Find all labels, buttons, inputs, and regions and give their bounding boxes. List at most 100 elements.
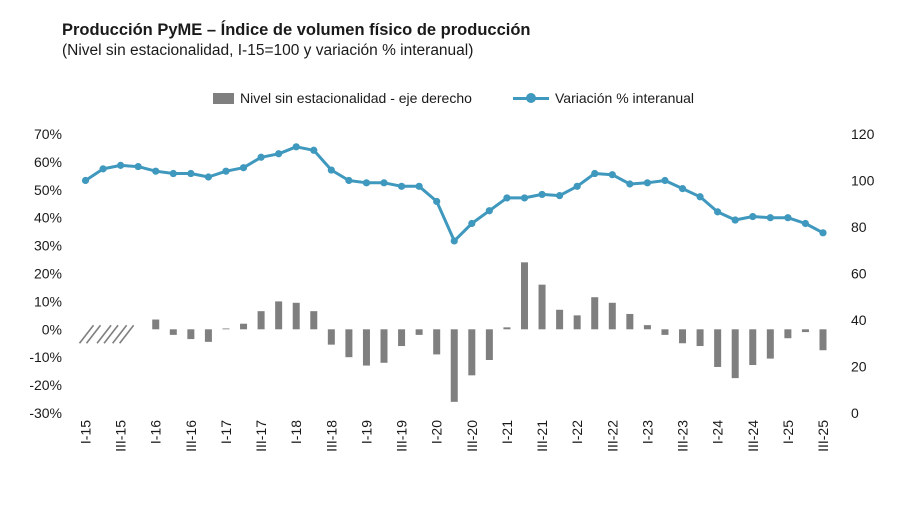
bar bbox=[696, 329, 704, 347]
bar bbox=[187, 329, 195, 340]
right-tick-label: 120 bbox=[851, 126, 875, 142]
chart-subtitle: (Nivel sin estacionalidad, I-15=100 y va… bbox=[62, 42, 474, 59]
axis-break-mark bbox=[118, 324, 135, 344]
right-tick-label: 0 bbox=[851, 405, 859, 421]
bar bbox=[345, 329, 353, 358]
legend-item-line: Variación % interanual bbox=[513, 90, 694, 106]
x-tick-label: III-21 bbox=[534, 420, 550, 452]
bar bbox=[538, 284, 546, 330]
x-tick-label: I-16 bbox=[148, 420, 164, 444]
line-point bbox=[433, 197, 441, 206]
left-tick-label: -20% bbox=[29, 377, 62, 393]
bar bbox=[766, 329, 774, 359]
line-point bbox=[275, 150, 283, 158]
line-point bbox=[468, 219, 476, 228]
bar bbox=[643, 325, 651, 330]
bar bbox=[398, 329, 406, 347]
line-point bbox=[608, 171, 616, 179]
line-point bbox=[169, 169, 177, 178]
bar bbox=[801, 329, 809, 333]
right-tick-label: 80 bbox=[851, 219, 867, 235]
bar bbox=[503, 327, 511, 330]
axis-break-mark bbox=[111, 324, 128, 344]
left-axis: -30% -20% -10% 0% 10% 20% 30% 40% 50% 60% 70% bbox=[29, 126, 62, 421]
line-point bbox=[784, 214, 792, 222]
line-point bbox=[117, 161, 125, 169]
x-axis: I-15 III-15 I-16 III-16 I-17 III-17 I-18 III-18… bbox=[78, 420, 832, 452]
line-point bbox=[714, 208, 722, 216]
legend-line-swatch-icon bbox=[513, 92, 549, 104]
line-point bbox=[801, 219, 810, 228]
bar bbox=[380, 329, 388, 363]
right-axis: 0 20 40 60 80 100 120 bbox=[851, 126, 875, 421]
x-tick-label: III-20 bbox=[464, 420, 480, 452]
bar bbox=[152, 319, 160, 330]
right-tick-label: 20 bbox=[851, 359, 867, 375]
x-tick-label: I-21 bbox=[499, 420, 515, 444]
bar bbox=[591, 297, 599, 330]
x-tick-label: III-24 bbox=[745, 420, 761, 452]
legend-label-bars: Nivel sin estacionalidad - eje derecho bbox=[240, 90, 472, 106]
bar bbox=[679, 329, 687, 344]
line-point bbox=[152, 167, 160, 175]
line-point bbox=[292, 143, 300, 151]
bar bbox=[310, 311, 318, 330]
bar bbox=[204, 329, 212, 342]
x-tick-label: I-19 bbox=[358, 420, 374, 444]
chart-title: Producción PyME – Índice de volumen físi… bbox=[62, 21, 531, 39]
line-point bbox=[819, 229, 827, 237]
x-tick-label: I-17 bbox=[218, 420, 234, 444]
bar bbox=[749, 329, 757, 366]
line-point bbox=[134, 162, 142, 171]
bar bbox=[468, 329, 476, 376]
left-tick-label: 50% bbox=[34, 182, 62, 198]
line-point bbox=[643, 179, 652, 187]
bar bbox=[275, 301, 283, 330]
line-point bbox=[187, 169, 195, 178]
axis-break-mark bbox=[96, 324, 112, 344]
line-point bbox=[81, 176, 90, 185]
x-tick-label: I-23 bbox=[639, 420, 655, 444]
left-tick-label: 10% bbox=[34, 293, 62, 309]
bar bbox=[327, 329, 335, 345]
bar bbox=[257, 311, 265, 330]
line-point bbox=[556, 192, 564, 200]
line-point bbox=[591, 169, 599, 178]
left-tick-label: 30% bbox=[34, 238, 62, 254]
line-point bbox=[362, 179, 371, 187]
line-point bbox=[520, 194, 529, 202]
line-point bbox=[222, 167, 230, 175]
x-tick-label: III-25 bbox=[815, 420, 831, 452]
legend-item-bars: Nivel sin estacionalidad - eje derecho bbox=[213, 90, 472, 106]
line-point bbox=[626, 180, 634, 188]
axis-break-mark bbox=[85, 324, 102, 344]
line-point bbox=[257, 153, 265, 161]
bar bbox=[661, 329, 669, 335]
line-point bbox=[661, 176, 669, 185]
left-tick-label: -30% bbox=[29, 405, 62, 421]
x-tick-label: III-17 bbox=[253, 420, 269, 452]
bar bbox=[784, 329, 792, 339]
x-tick-label: I-25 bbox=[780, 420, 796, 444]
bar bbox=[485, 329, 493, 360]
legend-label-line: Variación % interanual bbox=[555, 90, 695, 106]
right-tick-label: 40 bbox=[851, 312, 867, 328]
line-point bbox=[397, 182, 406, 190]
line-point bbox=[310, 146, 318, 154]
x-tick-label: I-15 bbox=[78, 420, 94, 444]
line-point bbox=[450, 237, 458, 245]
bar bbox=[608, 302, 616, 330]
x-tick-label: III-15 bbox=[113, 420, 129, 452]
x-tick-label: III-22 bbox=[604, 420, 620, 452]
left-tick-label: 60% bbox=[34, 154, 62, 170]
axis-break-marks bbox=[78, 324, 135, 344]
line-point bbox=[766, 214, 774, 222]
left-tick-label: 20% bbox=[34, 266, 62, 282]
line-point bbox=[731, 216, 739, 224]
line-point bbox=[573, 182, 581, 190]
left-tick-label: 70% bbox=[34, 126, 62, 142]
line-point bbox=[415, 182, 423, 190]
left-tick-label: 0% bbox=[42, 321, 62, 337]
line-point bbox=[678, 185, 687, 193]
bar bbox=[731, 329, 739, 379]
